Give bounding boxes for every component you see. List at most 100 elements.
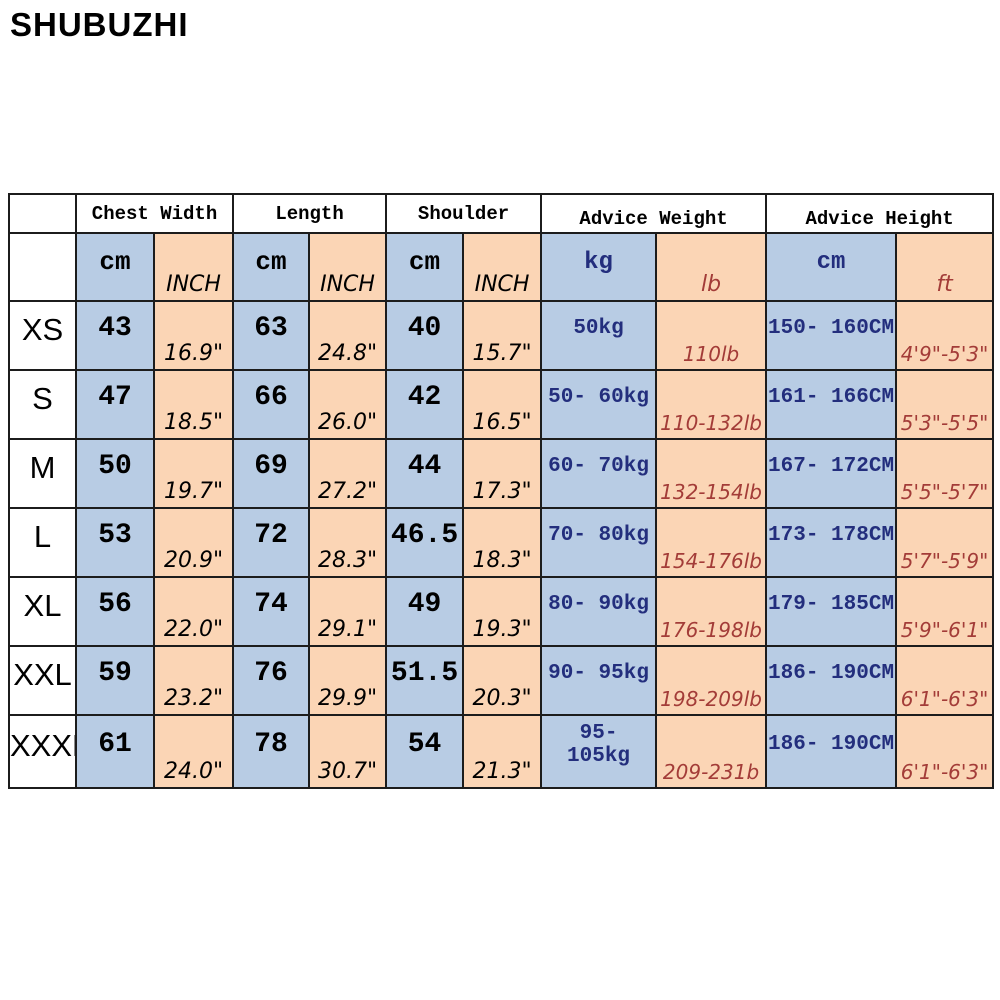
- length-cm-cell: 69: [232, 438, 311, 509]
- header-advice-weight: Advice Weight: [540, 193, 768, 234]
- length-cm-cell: 66: [232, 369, 311, 440]
- length-cm-cell: 74: [232, 576, 311, 647]
- chest-cm-cell: 56: [75, 576, 155, 647]
- weight-lb-cell: 198-209lb: [655, 645, 768, 716]
- shoulder-cm-cell: 46.5: [385, 507, 465, 578]
- chest-cm-cell: 43: [75, 300, 155, 371]
- size-label: XXL: [8, 645, 77, 716]
- unit-chest-cm: cm: [75, 232, 155, 302]
- height-cm-cell: 150- 160CM: [765, 300, 898, 371]
- shoulder-inch-cell: 20.3": [462, 645, 543, 716]
- unit-length-cm: cm: [232, 232, 311, 302]
- table-row-xl: XL 56 22.0" 74 29.1" 49 19.3" 80- 90kg 1…: [8, 576, 995, 647]
- shoulder-cm-cell: 44: [385, 438, 465, 509]
- header-group-row: Chest Width Length Shoulder Advice Weigh…: [8, 193, 995, 234]
- length-cm-cell: 63: [232, 300, 311, 371]
- length-inch-cell: 27.2": [308, 438, 388, 509]
- weight-kg-cell: 60- 70kg: [540, 438, 658, 509]
- length-inch-cell: 26.0": [308, 369, 388, 440]
- length-inch-cell: 30.7": [308, 714, 388, 789]
- weight-kg-cell: 90- 95kg: [540, 645, 658, 716]
- weight-lb-cell: 132-154lb: [655, 438, 768, 509]
- shoulder-cm-cell: 42: [385, 369, 465, 440]
- corner-cell: [8, 232, 77, 302]
- size-label: XXXL: [8, 714, 77, 789]
- table-row-l: L 53 20.9" 72 28.3" 46.5 18.3" 70- 80kg …: [8, 507, 995, 578]
- unit-height-cm: cm: [765, 232, 898, 302]
- shoulder-inch-cell: 21.3": [462, 714, 543, 789]
- table-row-s: S 47 18.5" 66 26.0" 42 16.5" 50- 60kg 11…: [8, 369, 995, 440]
- length-inch-cell: 29.9": [308, 645, 388, 716]
- header-advice-height: Advice Height: [765, 193, 995, 234]
- shoulder-inch-cell: 16.5": [462, 369, 543, 440]
- height-ft-cell: 4'9"-5'3": [895, 300, 995, 371]
- height-cm-cell: 186- 190CM: [765, 714, 898, 789]
- height-ft-cell: 5'5"-5'7": [895, 438, 995, 509]
- shoulder-cm-cell: 49: [385, 576, 465, 647]
- height-ft-cell: 5'9"-6'1": [895, 576, 995, 647]
- table-row-xs: XS 43 16.9" 63 24.8" 40 15.7" 50kg 110lb…: [8, 300, 995, 371]
- height-cm-cell: 161- 166CM: [765, 369, 898, 440]
- shoulder-inch-cell: 18.3": [462, 507, 543, 578]
- chest-inch-cell: 22.0": [152, 576, 235, 647]
- chest-inch-cell: 23.2": [152, 645, 235, 716]
- weight-lb-cell: 110lb: [655, 300, 768, 371]
- height-ft-cell: 6'1"-6'3": [895, 645, 995, 716]
- chest-cm-cell: 59: [75, 645, 155, 716]
- size-chart-table: Chest Width Length Shoulder Advice Weigh…: [8, 193, 995, 789]
- unit-height-ft: ft: [895, 232, 995, 302]
- header-chest-width: Chest Width: [74, 193, 235, 234]
- header-unit-row: cm INCH cm INCH cm INCH kg lb cm ft: [8, 232, 995, 302]
- weight-kg-cell: 50kg: [540, 300, 658, 371]
- table-row-xxxl: XXXL 61 24.0" 78 30.7" 54 21.3" 95- 105k…: [8, 714, 995, 789]
- corner-cell: [8, 193, 77, 234]
- shoulder-inch-cell: 15.7": [462, 300, 543, 371]
- weight-kg-cell: 95- 105kg: [540, 714, 658, 789]
- weight-kg-cell: 50- 60kg: [540, 369, 658, 440]
- height-cm-cell: 173- 178CM: [765, 507, 898, 578]
- chest-cm-cell: 50: [75, 438, 155, 509]
- chest-cm-cell: 53: [75, 507, 155, 578]
- weight-lb-cell: 209-231b: [655, 714, 768, 789]
- shoulder-inch-cell: 19.3": [462, 576, 543, 647]
- chest-cm-cell: 47: [75, 369, 155, 440]
- shoulder-cm-cell: 51.5: [385, 645, 465, 716]
- chest-inch-cell: 16.9": [152, 300, 235, 371]
- length-inch-cell: 29.1": [308, 576, 388, 647]
- unit-shoulder-cm: cm: [385, 232, 465, 302]
- weight-kg-cell: 80- 90kg: [540, 576, 658, 647]
- height-cm-cell: 179- 185CM: [765, 576, 898, 647]
- size-label: S: [8, 369, 77, 440]
- shoulder-cm-cell: 40: [385, 300, 465, 371]
- unit-weight-kg: kg: [540, 232, 658, 302]
- weight-kg-cell: 70- 80kg: [540, 507, 658, 578]
- chest-cm-cell: 61: [75, 714, 155, 789]
- unit-length-inch: INCH: [308, 232, 388, 302]
- header-length: Length: [232, 193, 388, 234]
- chest-inch-cell: 19.7": [152, 438, 235, 509]
- weight-lb-cell: 110-132lb: [655, 369, 768, 440]
- length-cm-cell: 72: [232, 507, 311, 578]
- size-label: L: [8, 507, 77, 578]
- size-label: M: [8, 438, 77, 509]
- shoulder-inch-cell: 17.3": [462, 438, 543, 509]
- height-ft-cell: 6'1"-6'3": [895, 714, 995, 789]
- chest-inch-cell: 18.5": [152, 369, 235, 440]
- chest-inch-cell: 20.9": [152, 507, 235, 578]
- height-cm-cell: 167- 172CM: [765, 438, 898, 509]
- length-cm-cell: 76: [232, 645, 311, 716]
- length-inch-cell: 24.8": [308, 300, 388, 371]
- size-label: XL: [8, 576, 77, 647]
- shoulder-cm-cell: 54: [385, 714, 465, 789]
- unit-shoulder-inch: INCH: [462, 232, 543, 302]
- height-cm-cell: 186- 190CM: [765, 645, 898, 716]
- length-cm-cell: 78: [232, 714, 311, 789]
- brand-logo: SHUBUZHI: [10, 6, 189, 43]
- table-row-m: M 50 19.7" 69 27.2" 44 17.3" 60- 70kg 13…: [8, 438, 995, 509]
- unit-chest-inch: INCH: [152, 232, 235, 302]
- size-label: XS: [8, 300, 77, 371]
- header-shoulder: Shoulder: [385, 193, 543, 234]
- length-inch-cell: 28.3": [308, 507, 388, 578]
- table-row-xxl: XXL 59 23.2" 76 29.9" 51.5 20.3" 90- 95k…: [8, 645, 995, 716]
